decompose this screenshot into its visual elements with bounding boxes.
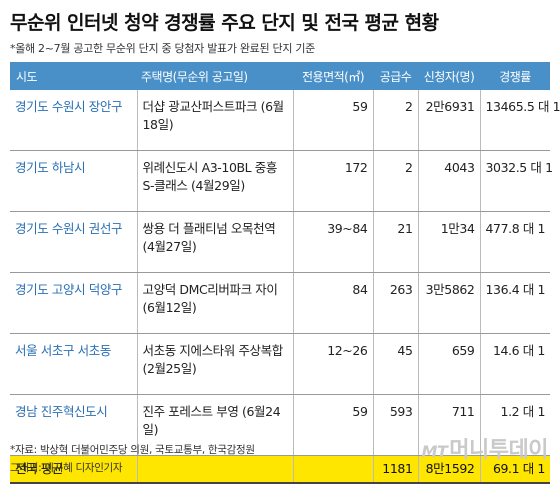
cell-applicants: 711 <box>417 394 480 456</box>
table-header-row: 시도 주택명(무순위 공고일) 전용면적(㎡) 공급수 신청자(명) 경쟁률 <box>10 62 550 90</box>
cell-region: 서울 서초구 서초동 <box>10 333 137 395</box>
cell-applicants: 4043 <box>417 150 480 212</box>
cell-supply: 2 <box>372 90 418 151</box>
cell-region: 경기도 하남시 <box>10 150 137 212</box>
header-area: 전용면적(㎡) <box>293 62 373 90</box>
cell-applicants: 1만34 <box>417 211 480 273</box>
cell-region: 경기도 고양시 덕양구 <box>10 272 137 334</box>
cell-region: 경남 진주혁신도시 <box>10 394 137 456</box>
cell-region: 경기도 수원시 장안구 <box>10 90 137 151</box>
table-row: 경기도 고양시 덕양구 고양덕 DMC리버파크 자이(6월12일) 84 263… <box>10 272 550 334</box>
logo-name: 머니투데이 <box>449 438 548 463</box>
cell-supply: 263 <box>372 272 418 334</box>
header-supply: 공급수 <box>373 62 418 90</box>
cell-complex: 쌍용 더 플래티넘 오목천역 (4월27일) <box>136 211 293 273</box>
cell-complex: 서초동 지에스타워 주상복합(2월25일) <box>136 333 293 395</box>
cell-applicants: 659 <box>417 333 480 395</box>
cell-complex: 고양덕 DMC리버파크 자이(6월12일) <box>136 272 293 334</box>
cell-area: 12~26 <box>292 333 373 395</box>
cell-area: 172 <box>292 150 373 212</box>
header-ratio: 경쟁률 <box>480 62 550 90</box>
table-row: 경기도 하남시 위례신도시 A3-10BL 중흥S-클래스 (4월29일) 17… <box>10 150 553 212</box>
logo-mark: MT <box>421 442 448 461</box>
graphic-credit: 그래픽: 이지혜 디자인기자 <box>10 462 123 474</box>
cell-area: 39~84 <box>292 211 373 273</box>
cell-supply: 45 <box>372 333 418 395</box>
cell-region: 경기도 수원시 권선구 <box>10 211 137 273</box>
average-area-empty <box>292 455 373 484</box>
cell-ratio: 14.6 대 1 <box>479 333 550 395</box>
table-row: 경기도 수원시 장안구 더샵 광교산퍼스트파크 (6월18일) 59 2 2만6… <box>10 90 560 151</box>
table-row: 경기도 수원시 권선구 쌍용 더 플래티넘 오목천역 (4월27일) 39~84… <box>10 211 550 273</box>
cell-supply: 21 <box>372 211 418 273</box>
cell-ratio: 3032.5 대 1 <box>479 150 553 212</box>
cell-ratio: 13465.5 대 1 <box>479 90 560 151</box>
subtitle: *올해 2~7월 공고한 무순위 단지 중 당첨자 발표가 완료된 단지 기준 <box>10 42 315 55</box>
source-note: *자료: 박상혁 더불어민주당 의원, 국토교통부, 한국감정원 <box>10 444 255 456</box>
header-region: 시도 <box>10 62 137 90</box>
cell-complex: 더샵 광교산퍼스트파크 (6월18일) <box>136 90 293 151</box>
header-applicants: 신청자(명) <box>418 62 480 90</box>
cell-supply: 2 <box>372 150 418 212</box>
cell-area: 59 <box>292 394 373 456</box>
cell-applicants: 2만6931 <box>417 90 480 151</box>
publisher-logo: MT머니투데이 <box>421 432 548 464</box>
average-complex-empty <box>136 455 293 484</box>
cell-ratio: 136.4 대 1 <box>479 272 550 334</box>
table-row: 경남 진주혁신도시 진주 포레스트 부영 (6월24일) 59 593 711 … <box>10 394 550 456</box>
competition-table: 시도 주택명(무순위 공고일) 전용면적(㎡) 공급수 신청자(명) 경쟁률 경… <box>10 62 560 484</box>
cell-supply: 593 <box>372 394 418 456</box>
cell-applicants: 3만5862 <box>417 272 480 334</box>
average-supply: 1181 <box>372 455 418 484</box>
cell-area: 59 <box>292 90 373 151</box>
header-complex: 주택명(무순위 공고일) <box>137 62 293 90</box>
cell-ratio: 1.2 대 1 <box>479 394 550 456</box>
cell-area: 84 <box>292 272 373 334</box>
cell-ratio: 477.8 대 1 <box>479 211 550 273</box>
table-row: 서울 서초구 서초동 서초동 지에스타워 주상복합(2월25일) 12~26 4… <box>10 333 550 395</box>
cell-complex: 위례신도시 A3-10BL 중흥S-클래스 (4월29일) <box>136 150 293 212</box>
cell-complex: 진주 포레스트 부영 (6월24일) <box>136 394 293 456</box>
page-title: 무순위 인터넷 청약 경쟁률 주요 단지 및 전국 평균 현황 <box>10 12 439 34</box>
